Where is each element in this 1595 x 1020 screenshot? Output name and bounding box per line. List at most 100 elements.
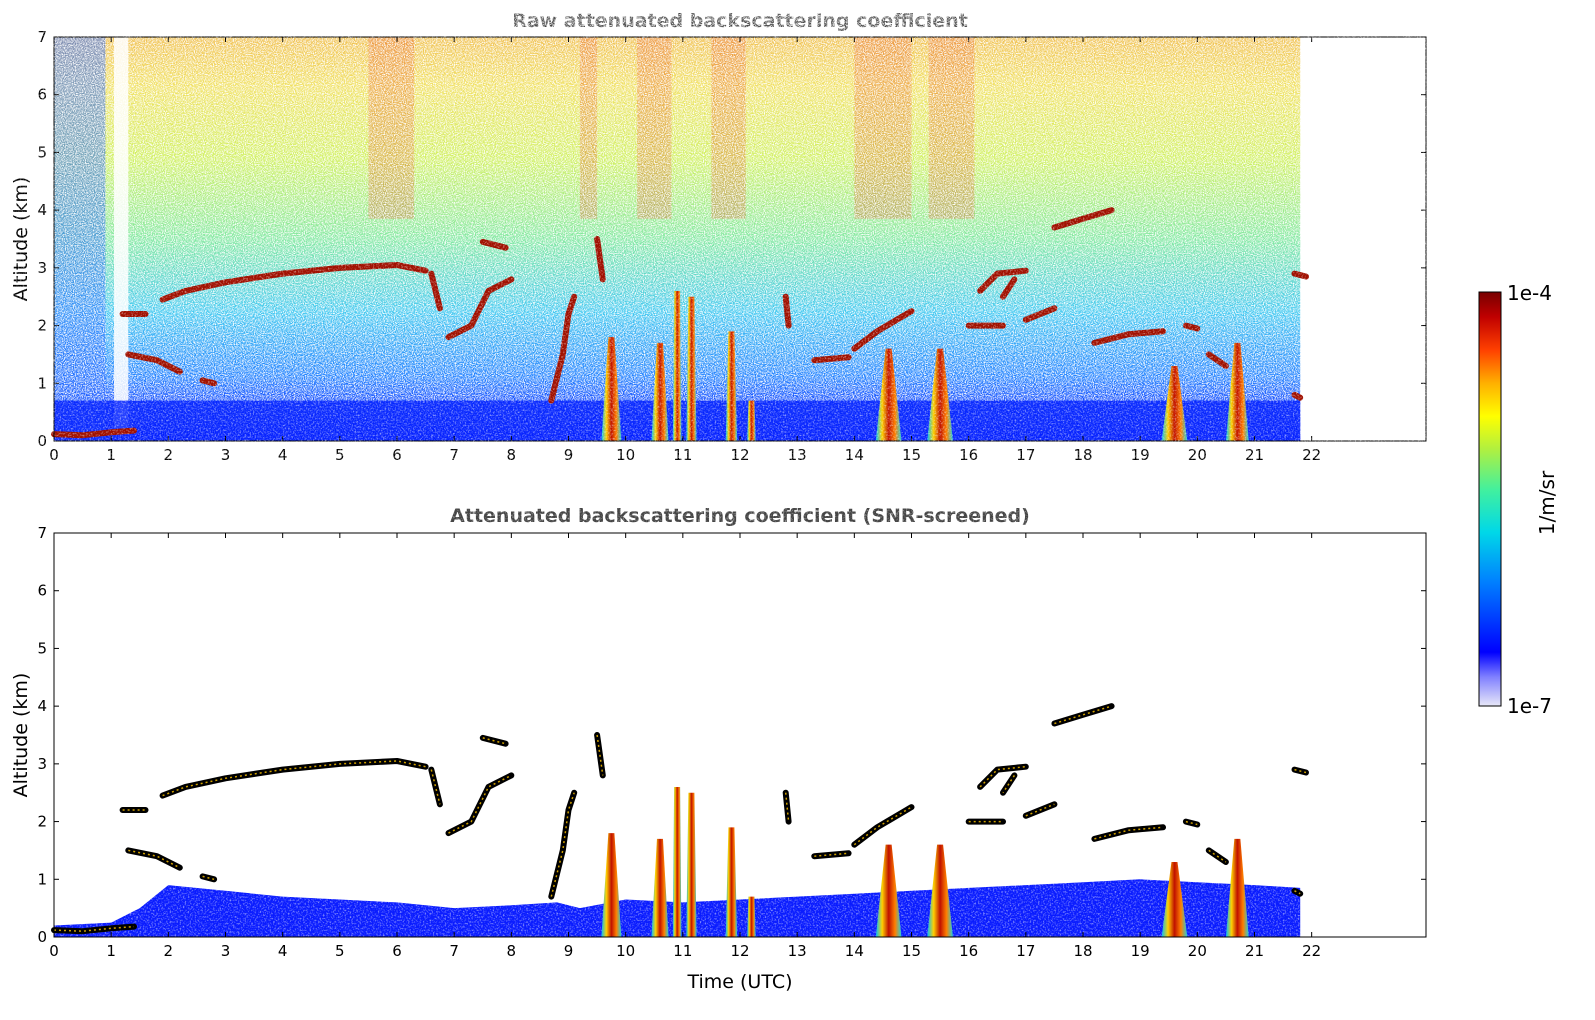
precipitation-plume — [672, 786, 682, 937]
precipitation-plume — [927, 348, 953, 441]
precipitation-plume — [1225, 342, 1249, 441]
x-tick-label: 21 — [1245, 446, 1264, 464]
x-tick-label: 7 — [449, 942, 459, 960]
colorbar-max-label: 1e-4 — [1507, 281, 1552, 305]
x-tick-label: 15 — [902, 942, 921, 960]
cloud-layer — [1022, 305, 1058, 323]
colorbar-scale — [1478, 291, 1502, 707]
x-tick-label: 18 — [1073, 446, 1092, 464]
cloud-layer-edge — [596, 734, 604, 776]
precipitation-plume — [1161, 861, 1188, 937]
precipitation-plume — [1161, 365, 1188, 441]
cloud-layer — [782, 789, 792, 825]
x-tick-label: 16 — [959, 942, 978, 960]
cloud-layer — [548, 293, 578, 404]
cloud-layer — [1291, 270, 1309, 280]
x-tick-label: 9 — [564, 446, 574, 464]
y-tick-label: 7 — [37, 28, 47, 46]
x-tick-label: 3 — [221, 942, 231, 960]
cloud-layer — [851, 308, 915, 352]
cloud-layer-edge — [814, 852, 849, 857]
cloud-layer — [1205, 351, 1229, 369]
cloud-layer-edge — [1094, 826, 1164, 840]
x-tick-label: 0 — [49, 446, 59, 464]
cloud-layer-edge — [1185, 820, 1198, 826]
y-tick-label: 7 — [37, 524, 47, 542]
precipitation-plume — [747, 400, 756, 441]
x-tick-label: 22 — [1302, 942, 1321, 960]
cloud-layer-edge — [128, 849, 181, 869]
y-tick-label: 4 — [37, 201, 47, 219]
y-tick-label: 0 — [37, 432, 47, 450]
x-tick-label: 13 — [788, 942, 807, 960]
cloud-layer — [594, 236, 606, 283]
cloud-layer — [445, 276, 515, 341]
cloud-layer-edge — [482, 737, 506, 745]
cloud-layer — [1051, 207, 1115, 231]
y-tick-label: 1 — [37, 870, 47, 888]
cloud-layer-edge — [1294, 768, 1307, 774]
cloud-layer-edge — [430, 769, 441, 805]
x-tick-label: 20 — [1188, 942, 1207, 960]
x-tick-label: 17 — [1016, 942, 1035, 960]
x-tick-label: 11 — [673, 942, 692, 960]
precipitation-plume — [747, 896, 756, 937]
cloud-layer — [1182, 322, 1201, 332]
panel-title: Attenuated backscattering coefficient (S… — [450, 505, 1030, 527]
cloud-layer — [199, 377, 218, 387]
cloud-layer — [1091, 328, 1166, 346]
x-tick-label: 8 — [507, 942, 517, 960]
y-tick-label: 2 — [37, 317, 47, 335]
cloud-layer — [548, 789, 578, 900]
screened-heatmap — [51, 703, 1309, 937]
y-tick-label: 6 — [37, 582, 47, 600]
y-tick-label: 3 — [37, 259, 47, 277]
cloud-layer — [159, 758, 429, 799]
x-tick-label: 5 — [335, 446, 345, 464]
snr-screened-panel: Attenuated backscattering coefficient (S… — [10, 505, 1427, 993]
cloud-layer — [1000, 276, 1018, 300]
x-tick-label: 1 — [106, 446, 116, 464]
cloud-layer — [782, 293, 792, 329]
y-tick-label: 2 — [37, 813, 47, 831]
precipitation-plume — [875, 844, 902, 937]
precipitation-plume — [672, 290, 682, 441]
x-tick-label: 0 — [49, 942, 59, 960]
cloud-layer-edge — [1025, 803, 1055, 817]
x-tick-label: 2 — [164, 942, 174, 960]
x-tick-label: 22 — [1302, 446, 1321, 464]
cloud-layer — [977, 763, 1029, 790]
x-tick-label: 21 — [1245, 942, 1264, 960]
cloud-layer — [1051, 703, 1115, 727]
x-tick-label: 14 — [845, 446, 864, 464]
x-tick-label: 19 — [1131, 446, 1150, 464]
x-tick-label: 18 — [1073, 942, 1092, 960]
x-tick-label: 7 — [449, 446, 459, 464]
cloud-layer — [811, 354, 852, 364]
x-tick-label: 6 — [392, 942, 402, 960]
precipitation-plume — [686, 792, 697, 937]
cloud-layer-edge — [1002, 774, 1016, 794]
y-tick-label: 5 — [37, 639, 47, 657]
x-tick-label: 6 — [392, 446, 402, 464]
x-tick-label: 2 — [164, 446, 174, 464]
y-tick-label: 0 — [37, 928, 47, 946]
y-tick-label: 6 — [37, 86, 47, 104]
x-tick-label: 20 — [1188, 446, 1207, 464]
x-tick-label: 17 — [1016, 446, 1035, 464]
cloud-layer — [125, 847, 183, 871]
x-tick-label: 11 — [673, 446, 692, 464]
x-tick-label: 3 — [221, 446, 231, 464]
precipitation-plume — [875, 348, 902, 441]
cloud-layer — [125, 351, 183, 375]
precipitation-plume — [601, 337, 622, 441]
colorbar: 1e-4 1e-7 1/m/sr — [1478, 281, 1559, 718]
x-tick-label: 12 — [730, 446, 749, 464]
x-tick-label: 10 — [616, 446, 635, 464]
x-tick-label: 13 — [788, 446, 807, 464]
cloud-layer-edge — [1294, 890, 1301, 895]
cloud-layer-edge — [1208, 849, 1227, 863]
panel-title: Raw attenuated backscattering coefficien… — [512, 10, 968, 32]
cloud-layer — [51, 427, 137, 439]
cloud-layer-edge — [202, 875, 215, 881]
